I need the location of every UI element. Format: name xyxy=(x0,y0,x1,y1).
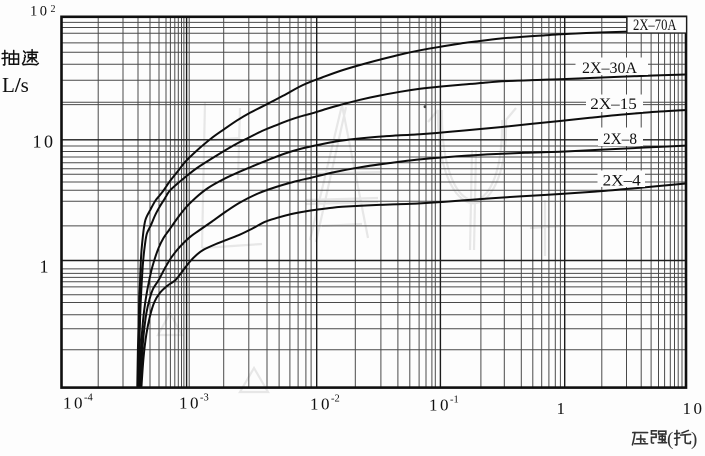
svg-text:2X–8: 2X–8 xyxy=(603,131,637,148)
svg-text:10: 10 xyxy=(179,394,201,413)
svg-text:2: 2 xyxy=(51,4,56,15)
svg-text:1: 1 xyxy=(557,399,568,418)
svg-text:-1: -1 xyxy=(450,395,459,406)
svg-text:(: ( xyxy=(667,429,673,450)
svg-text:-2: -2 xyxy=(331,394,340,405)
svg-text:-3: -3 xyxy=(200,393,209,404)
svg-text:-4: -4 xyxy=(84,393,93,404)
svg-text:L/s: L/s xyxy=(2,73,29,97)
svg-text:10: 10 xyxy=(63,394,85,413)
svg-text:10: 10 xyxy=(683,399,705,418)
svg-text:2X–15: 2X–15 xyxy=(590,96,637,113)
svg-text:2X–30A: 2X–30A xyxy=(582,60,637,77)
svg-text:10: 10 xyxy=(33,132,56,152)
svg-text:10: 10 xyxy=(429,396,451,415)
svg-text:10: 10 xyxy=(30,4,50,20)
svg-text:2X–70A: 2X–70A xyxy=(633,17,677,34)
svg-text:10: 10 xyxy=(310,395,332,414)
svg-text:): ) xyxy=(691,429,697,450)
svg-text:1: 1 xyxy=(40,257,52,277)
svg-text:2X–4: 2X–4 xyxy=(603,173,641,190)
